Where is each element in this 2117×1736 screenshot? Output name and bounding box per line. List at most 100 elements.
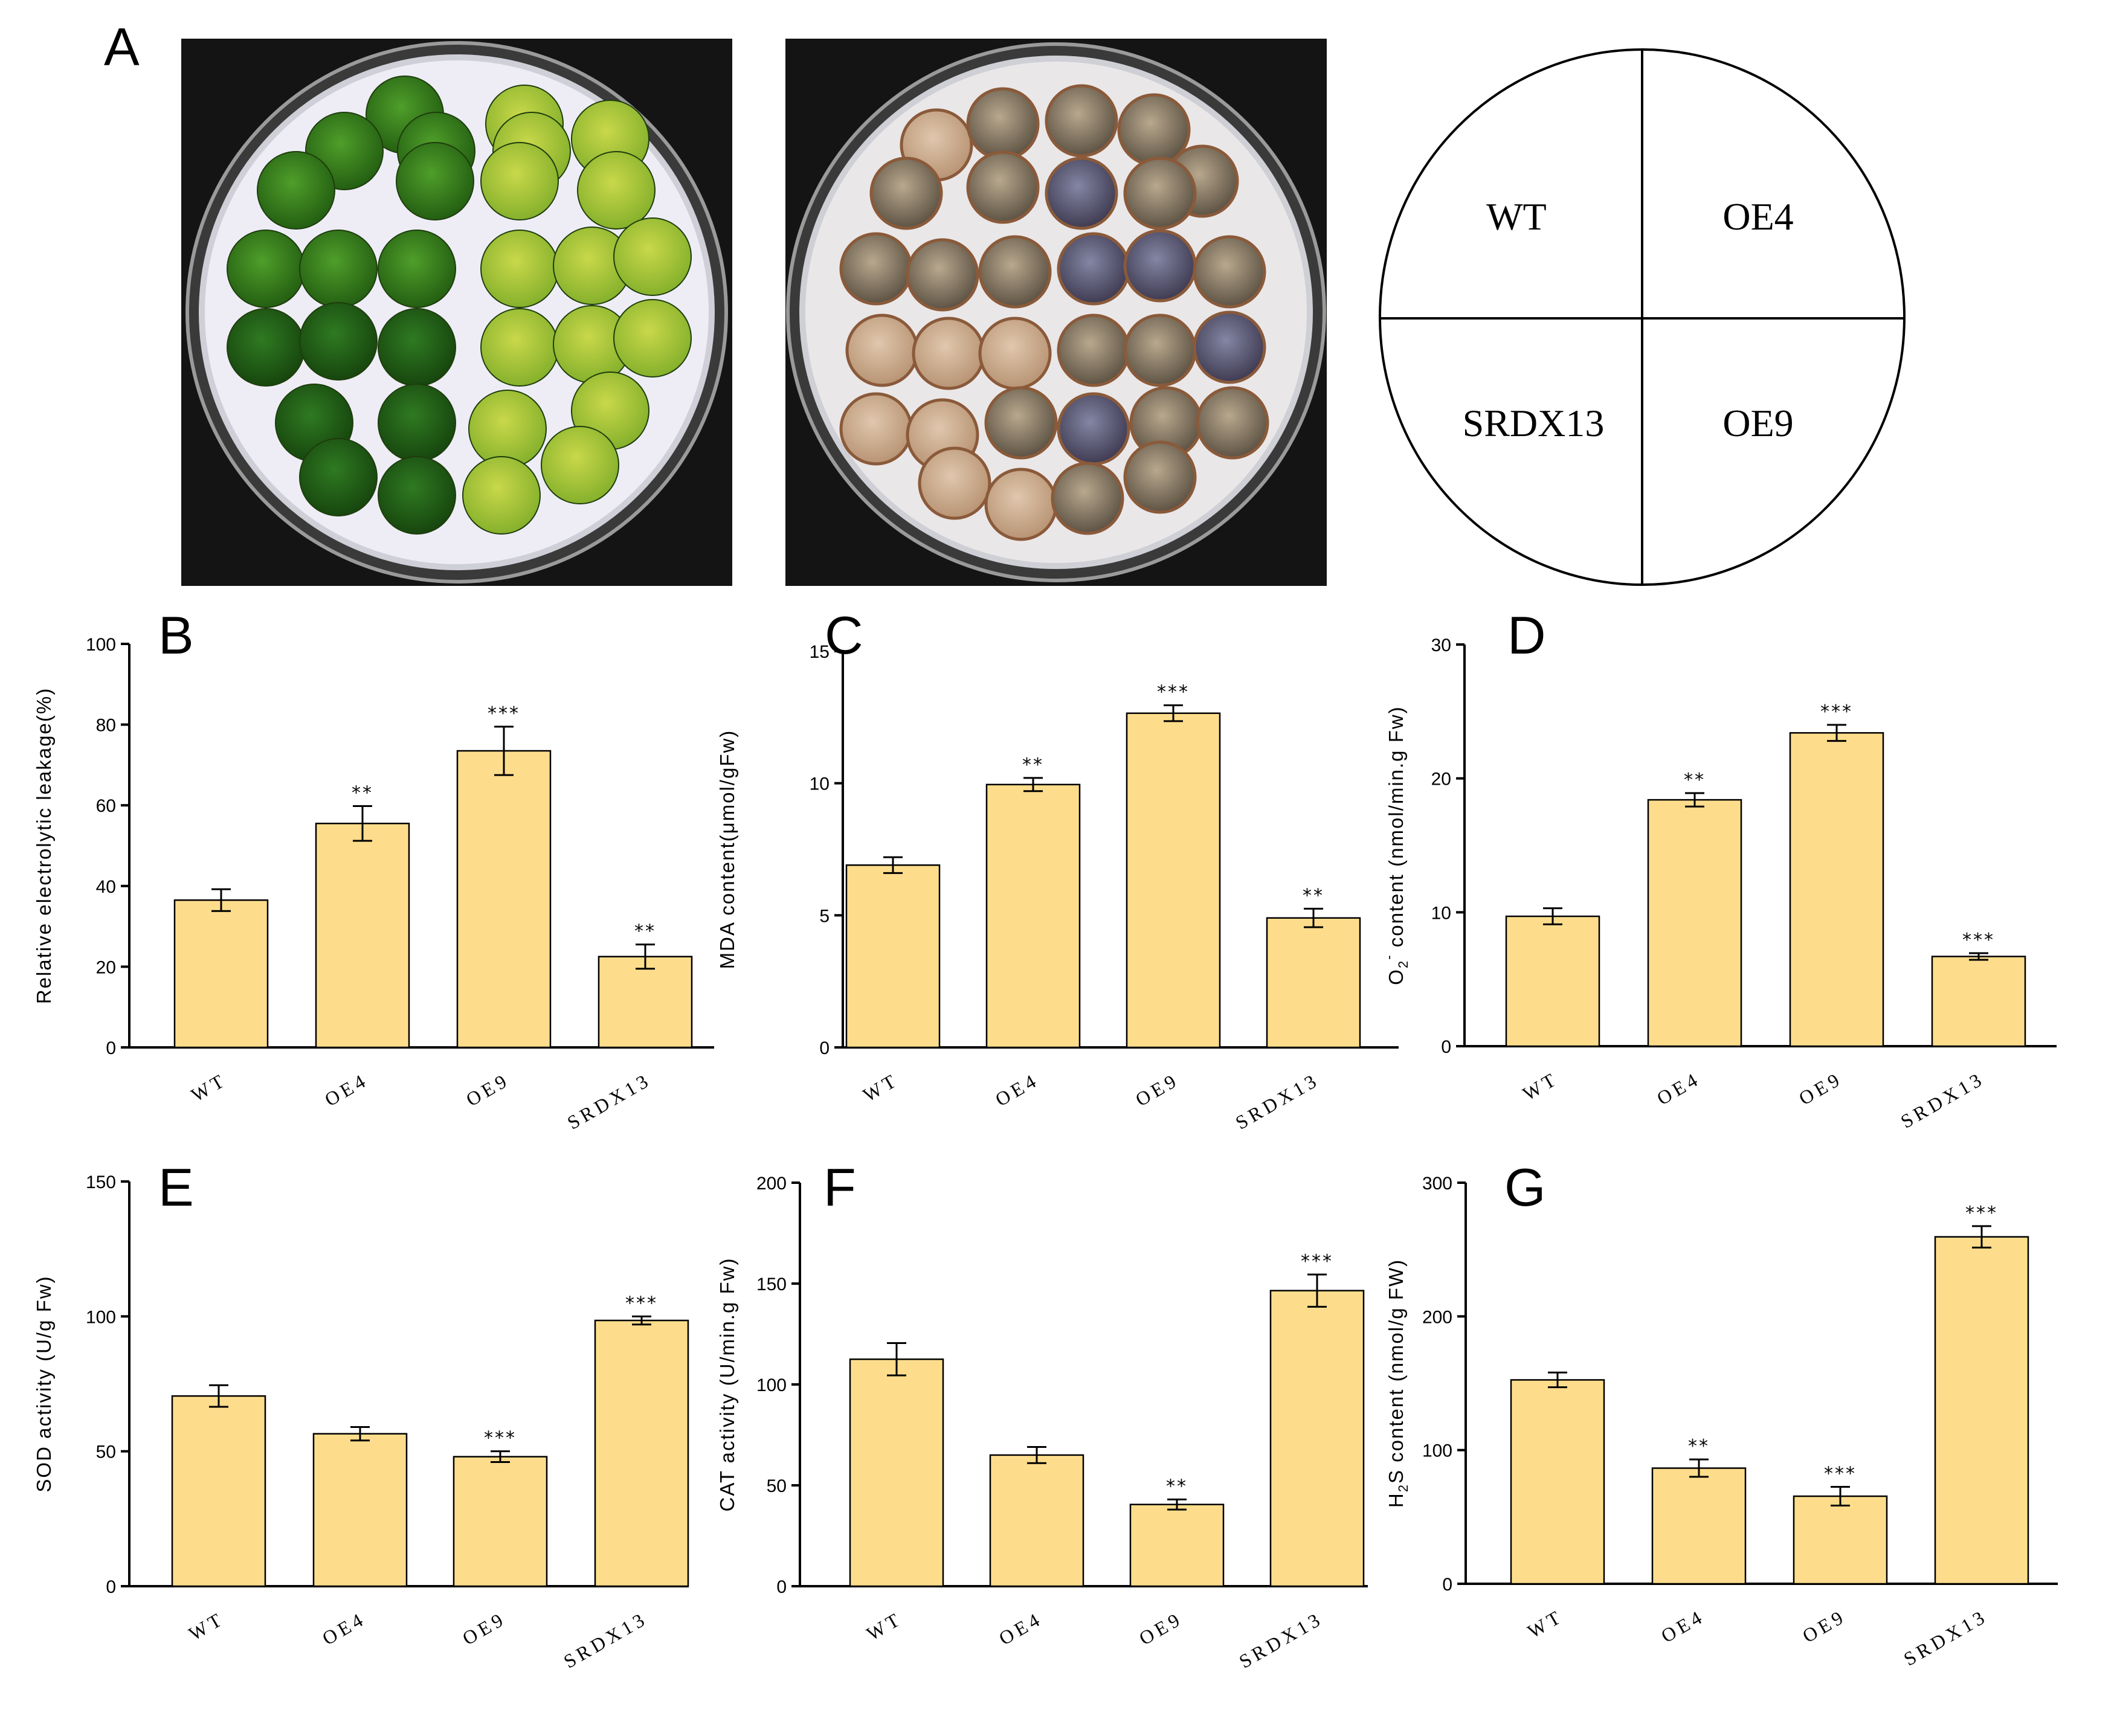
leaf-disc (468, 390, 547, 468)
chart-panel-f: F 0 50 100 150 200 CAT activity (U/min.g Fw) WT… (716, 1157, 1368, 1673)
bar-wt (845, 864, 941, 1049)
y-tick-label: 150 (86, 1172, 116, 1192)
panel-letter-b: B (158, 605, 194, 665)
leaf-disc (577, 151, 656, 230)
stained-disc (966, 150, 1040, 224)
y-tick-label: 0 (1441, 1037, 1451, 1057)
stained-disc (1123, 229, 1197, 303)
y-tick-label: 0 (1442, 1575, 1452, 1595)
y-tick-label: 0 (106, 1038, 116, 1058)
panel-letter-g: G (1504, 1157, 1545, 1217)
leaf-disc (378, 308, 456, 387)
leaf-disc (378, 456, 456, 535)
leaf-disc-photo (181, 39, 732, 586)
y-tick-label: 100 (1422, 1441, 1452, 1461)
chart-panel-d: D 0 10 20 30 O2- content (nmol/min.g Fw) WT ** O… (1381, 605, 2057, 1133)
y-tick-label: 0 (819, 1038, 830, 1058)
x-tick-label: OE9 (1132, 1069, 1182, 1111)
significance-label: *** (1965, 1203, 1998, 1224)
significance-label: ** (1688, 1436, 1710, 1457)
stained-disc (839, 232, 913, 306)
bar-oe4 (985, 783, 1081, 1049)
legend-oe9: OE9 (1722, 402, 1793, 445)
significance-label: ** (352, 783, 373, 804)
stained-disc (1057, 392, 1130, 466)
stained-disc (1123, 313, 1197, 387)
x-tick-label: WT (187, 1069, 230, 1106)
x-tick-label: WT (863, 1607, 906, 1645)
leaf-disc (227, 230, 305, 308)
leaf-disc (227, 308, 305, 387)
stained-disc (912, 317, 985, 390)
bar-oe4 (315, 823, 410, 1049)
bar-srdx13 (1934, 1236, 2029, 1585)
bar-oe4 (312, 1433, 408, 1587)
y-tick-label: 5 (819, 906, 830, 926)
stained-disc (1196, 386, 1269, 460)
x-tick-label: SRDX13 (564, 1069, 655, 1134)
y-tick-label: 150 (756, 1275, 787, 1294)
bar-oe9 (453, 1456, 548, 1587)
stained-disc (1123, 440, 1197, 514)
stained-disc (869, 156, 943, 230)
y-tick-label: 200 (1422, 1307, 1452, 1327)
stained-disc (978, 317, 1052, 390)
leaf-disc (613, 217, 692, 296)
bar-oe9 (1129, 1503, 1225, 1587)
significance-label: *** (1824, 1464, 1857, 1485)
significance-label: *** (488, 703, 520, 724)
significance-label: ** (1303, 885, 1324, 906)
y-tick-label: 10 (1431, 903, 1451, 923)
panel-letter-a: A (104, 17, 140, 77)
leaf-disc (462, 456, 541, 535)
stained-disc-photo (785, 39, 1327, 586)
y-tick-label: 15 (810, 642, 830, 662)
y-tick-label: 50 (767, 1476, 787, 1496)
y-tick-label: 40 (96, 877, 116, 897)
stained-disc (906, 238, 979, 312)
stained-disc (1045, 156, 1118, 230)
stained-disc (839, 392, 913, 466)
x-tick-label: OE4 (1657, 1605, 1708, 1647)
panel-letter-d: D (1507, 605, 1546, 665)
significance-label: *** (1820, 701, 1853, 722)
significance-label: *** (1962, 930, 1995, 951)
leaf-disc (299, 302, 378, 381)
y-tick-label: 50 (96, 1442, 116, 1462)
chart-panel-g: G 0 100 200 300 H2S content (nmol/g FW) WT ** OE… (1385, 1157, 2058, 1670)
stained-disc (918, 446, 991, 520)
x-tick-label: SRDX13 (560, 1607, 651, 1673)
y-tick-label: 20 (1431, 770, 1451, 789)
bar-wt (1510, 1379, 1605, 1585)
significance-label: *** (1157, 682, 1190, 703)
leaf-disc (378, 230, 456, 308)
y-tick-label: 0 (776, 1577, 787, 1597)
bar-srdx13 (594, 1319, 689, 1587)
y-axis-label: H2S content (nmol/g FW) (1385, 1259, 1411, 1508)
x-tick-label: OE4 (995, 1607, 1046, 1650)
stained-disc (1057, 232, 1130, 306)
x-tick-label: SRDX13 (1900, 1605, 1991, 1670)
bar-oe9 (1789, 732, 1884, 1047)
y-tick-label: 20 (96, 957, 116, 977)
bar-oe4 (1651, 1467, 1747, 1585)
x-tick-label: OE4 (318, 1607, 369, 1650)
y-axis-label: Relative electrolytic leakage(%) (33, 687, 55, 1004)
leaf-disc (396, 142, 474, 220)
x-tick-label: SRDX13 (1236, 1607, 1327, 1673)
y-tick-label: 60 (96, 796, 116, 816)
bar-oe4 (1647, 799, 1742, 1047)
x-tick-label: WT (1519, 1067, 1562, 1105)
x-tick-label: OE9 (462, 1069, 513, 1111)
leaf-disc (541, 426, 619, 504)
bar-wt (849, 1358, 944, 1587)
bar-srdx13 (1266, 917, 1361, 1049)
bar-srdx13 (598, 956, 693, 1049)
stained-disc (978, 235, 1052, 309)
bar-oe4 (989, 1454, 1084, 1587)
x-tick-label: OE9 (1795, 1067, 1846, 1110)
plate-layout-diagram: WT OE4 SRDX13 OE9 (1379, 48, 1906, 586)
bar-srdx13 (1931, 956, 2026, 1047)
bar-oe9 (1126, 712, 1221, 1049)
x-tick-label: SRDX13 (1897, 1067, 1988, 1133)
